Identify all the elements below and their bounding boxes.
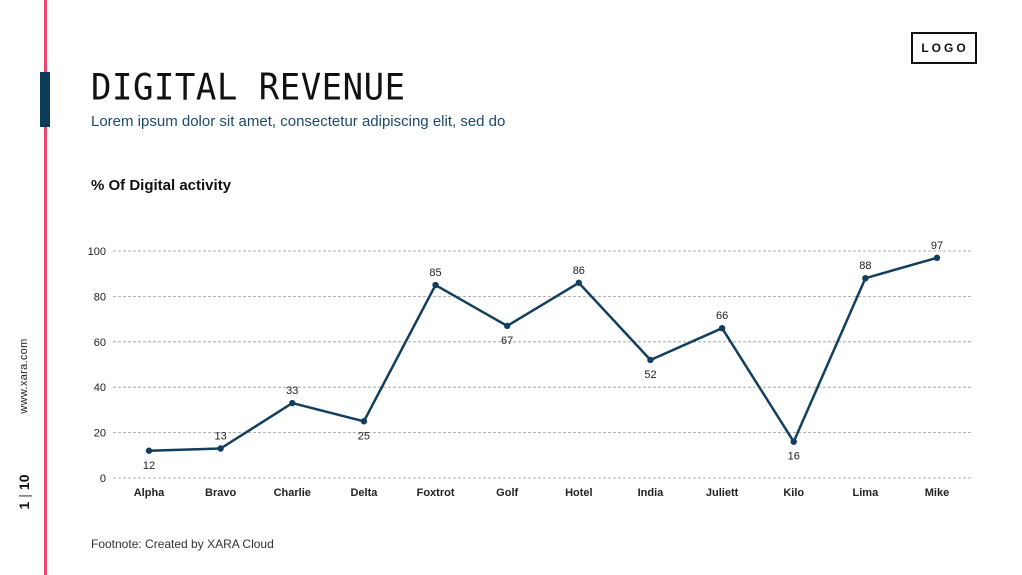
x-tick-label: Lima — [853, 487, 880, 499]
y-tick-label: 20 — [94, 428, 106, 440]
x-tick-label: Kilo — [783, 487, 804, 499]
chart-title: % Of Digital activity — [91, 177, 232, 194]
page-title: DIGITAL REVENUE — [91, 66, 406, 110]
data-point — [289, 399, 296, 407]
y-tick-label: 0 — [100, 473, 106, 485]
data-label: 16 — [788, 451, 800, 463]
y-tick-label: 60 — [94, 337, 106, 349]
title-accent-bar — [40, 72, 50, 127]
data-point — [503, 322, 511, 330]
data-point — [217, 445, 224, 452]
data-label: 12 — [143, 460, 155, 472]
data-label: 13 — [215, 430, 227, 442]
data-point — [432, 281, 439, 289]
accent-line — [44, 0, 47, 575]
footnote: Footnote: Created by XARA Cloud — [91, 537, 274, 551]
data-label: 66 — [716, 310, 728, 322]
data-points — [145, 254, 941, 454]
data-point — [862, 275, 869, 282]
x-tick-label: Alpha — [134, 487, 165, 499]
x-tick-label: Charlie — [274, 487, 311, 499]
data-point — [145, 447, 153, 454]
series-line — [148, 256, 938, 453]
data-label: 97 — [931, 240, 943, 252]
series-line-path — [148, 256, 938, 453]
data-point — [647, 356, 654, 364]
y-tick-label: 40 — [94, 382, 106, 394]
y-axis-ticks: 0 20 40 60 80 100 — [88, 246, 106, 485]
x-tick-label: Bravo — [205, 487, 236, 499]
x-tick-label: India — [638, 487, 665, 499]
x-tick-label: Golf — [496, 487, 518, 499]
logo: LOGO — [911, 32, 977, 64]
data-label: 52 — [644, 369, 656, 381]
data-point — [790, 438, 797, 445]
data-labels: 12 13 33 25 85 67 86 52 66 16 88 97 — [143, 240, 943, 472]
y-tick-label: 100 — [88, 246, 106, 258]
data-label: 33 — [286, 385, 298, 397]
x-tick-label: Hotel — [565, 487, 593, 499]
x-tick-label: Foxtrot — [417, 487, 455, 499]
data-label: 85 — [429, 267, 441, 279]
data-label: 67 — [501, 335, 513, 347]
data-label: 88 — [859, 260, 871, 272]
x-tick-label: Mike — [925, 487, 949, 499]
gridlines — [113, 250, 973, 479]
x-axis-labels: Alpha Bravo Charlie Delta Foxtrot Golf Hotel In… — [134, 487, 950, 499]
page-subtitle: Lorem ipsum dolor sit amet, consectetur … — [91, 113, 506, 130]
data-point — [933, 254, 941, 262]
x-tick-label: Delta — [350, 487, 378, 499]
data-point — [575, 279, 583, 286]
data-label: 25 — [358, 430, 370, 442]
data-point — [360, 418, 368, 425]
data-point — [718, 324, 726, 332]
y-tick-label: 80 — [94, 291, 106, 303]
data-label: 86 — [573, 265, 585, 277]
x-tick-label: Juliett — [706, 487, 739, 499]
